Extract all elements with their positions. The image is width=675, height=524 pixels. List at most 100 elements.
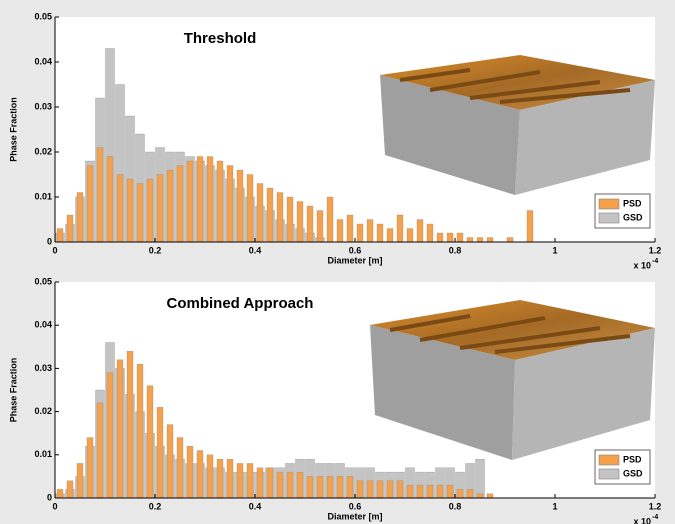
bar	[87, 166, 93, 243]
y-tick-label: 0.03	[34, 101, 52, 111]
y-tick-label: 0.04	[34, 320, 52, 330]
x-tick-label: 0.8	[449, 245, 462, 255]
bar	[297, 472, 303, 498]
bar	[237, 463, 243, 498]
y-axis-label: Phase Fraction	[8, 358, 18, 423]
legend-swatch	[599, 199, 619, 209]
bar	[87, 438, 93, 498]
bar	[467, 489, 473, 498]
legend-label: GSD	[623, 212, 643, 222]
bar	[527, 211, 533, 243]
legend-label: PSD	[623, 454, 642, 464]
bar	[476, 459, 485, 498]
bar	[387, 229, 393, 243]
legend-swatch	[599, 455, 619, 465]
legend-swatch	[599, 213, 619, 223]
bar	[237, 170, 243, 242]
bar	[167, 170, 173, 242]
bar	[487, 238, 493, 243]
bar	[107, 373, 113, 498]
y-tick-label: 0.02	[34, 406, 52, 416]
bar	[57, 489, 63, 498]
bar	[177, 166, 183, 243]
bar	[157, 175, 163, 243]
render-insets	[370, 55, 655, 460]
bar	[427, 485, 433, 498]
bar	[207, 455, 213, 498]
bar	[67, 215, 73, 242]
y-tick-label: 0.05	[34, 276, 52, 286]
y-tick-label: 0.02	[34, 146, 52, 156]
bar	[177, 438, 183, 498]
bar	[387, 481, 393, 498]
x-axis-label: Diameter [m]	[327, 255, 382, 265]
bar	[157, 407, 163, 498]
x-axis-label: Diameter [m]	[327, 511, 382, 521]
bar	[477, 494, 483, 498]
bar	[337, 220, 343, 243]
bar	[457, 233, 463, 242]
x-exponent: -4	[652, 258, 658, 265]
bar	[307, 206, 313, 242]
bar	[437, 485, 443, 498]
bar	[337, 476, 343, 498]
x-tick-label: 0.2	[149, 501, 162, 511]
bar	[217, 161, 223, 242]
bar	[437, 233, 443, 242]
bar	[97, 148, 103, 243]
bar	[477, 238, 483, 243]
bar	[77, 463, 83, 498]
x-tick-label: 0.2	[149, 245, 162, 255]
x-tick-label: 0.6	[349, 245, 362, 255]
bar	[147, 179, 153, 242]
x-tick-label: 0.8	[449, 501, 462, 511]
x-tick-label: 0.4	[249, 245, 262, 255]
y-tick-label: 0.04	[34, 56, 52, 66]
bar	[247, 175, 253, 243]
bar	[77, 193, 83, 243]
bar	[327, 197, 333, 242]
bar	[197, 450, 203, 498]
bar	[57, 229, 63, 243]
y-axis-label: Phase Fraction	[8, 97, 18, 162]
bar	[167, 425, 173, 498]
bar	[417, 220, 423, 243]
bar	[117, 175, 123, 243]
x-multiplier: x 10	[633, 260, 651, 270]
y-tick-label: 0.05	[34, 11, 52, 21]
bar	[407, 485, 413, 498]
bar	[277, 193, 283, 243]
bar	[377, 224, 383, 242]
bar	[367, 220, 373, 243]
bar	[297, 202, 303, 243]
bar	[317, 476, 323, 498]
bar	[107, 157, 113, 243]
bar	[457, 489, 463, 498]
x-tick-label: 1.2	[649, 501, 662, 511]
bar	[257, 184, 263, 243]
bar	[377, 481, 383, 498]
y-tick-label: 0.03	[34, 363, 52, 373]
bar	[427, 224, 433, 242]
bar	[67, 481, 73, 498]
bar	[357, 224, 363, 242]
bar	[257, 468, 263, 498]
bar	[347, 476, 353, 498]
bar	[117, 360, 123, 498]
x-exponent: -4	[652, 514, 658, 521]
y-tick-label: 0	[47, 492, 52, 502]
bar	[197, 157, 203, 243]
legend-swatch	[599, 469, 619, 479]
bar	[147, 386, 153, 498]
bar	[97, 403, 103, 498]
y-tick-label: 0.01	[34, 449, 52, 459]
x-tick-label: 0.6	[349, 501, 362, 511]
bar	[267, 188, 273, 242]
page: {"chart_data":[ {"type":"histogram","tit…	[0, 0, 675, 524]
chart-title: Threshold	[184, 30, 257, 47]
x-tick-label: 0	[52, 501, 57, 511]
bar	[277, 472, 283, 498]
bar	[137, 184, 143, 243]
bar	[287, 472, 293, 498]
bar	[207, 157, 213, 243]
